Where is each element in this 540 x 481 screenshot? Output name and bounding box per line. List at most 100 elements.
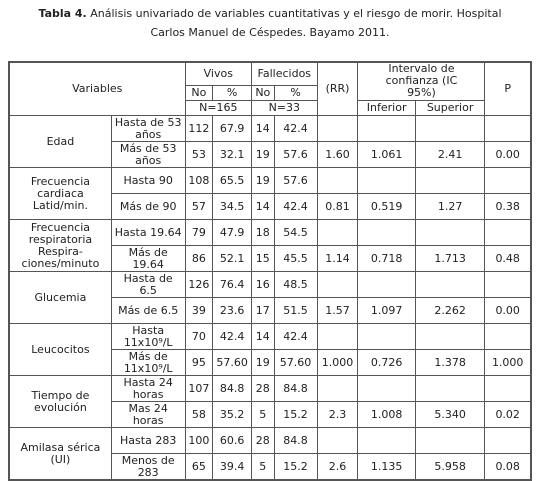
category-cell: Hasta 283 <box>110 427 186 454</box>
value-cell: 84.8 <box>273 375 318 402</box>
value-cell: 126 <box>184 271 214 298</box>
value-cell: 1.000 <box>316 349 359 376</box>
value-cell: 0.81 <box>316 193 359 220</box>
value-cell: 1.000 <box>484 349 532 376</box>
header-cell: N=33 <box>251 100 318 116</box>
row: Amilasa sérica (UI) Hasta 283 100 60.6 28 84.… <box>8 427 532 481</box>
caption-label: Tabla 4. <box>38 7 87 20</box>
category-cell: Hasta de 53 años <box>110 115 186 142</box>
value-cell: 23.6 <box>212 297 253 324</box>
value-cell: 60.6 <box>212 427 253 454</box>
row: Leucocitos Hasta 11x10⁹/L 70 42.4 14 42.4 <box>8 323 532 376</box>
value-cell: 42.4 <box>273 193 318 220</box>
value-cell: 0.00 <box>484 141 532 168</box>
value-cell: 1.57 <box>316 297 359 324</box>
value-cell: 1.14 <box>316 245 359 272</box>
value-cell: 108 <box>184 167 214 194</box>
table: Variables Vivos Fallecidos (RR) Interval… <box>8 61 532 481</box>
empty-cell <box>316 323 359 350</box>
empty-cell <box>316 219 359 246</box>
row: Edad Hasta de 53 años 112 67.9 14 42.4 <box>8 115 532 168</box>
value-cell: 107 <box>184 375 214 402</box>
variable-cell: Amilasa sérica (UI) <box>8 427 112 481</box>
empty-cell <box>484 375 532 402</box>
value-cell: 54.5 <box>273 219 318 246</box>
value-cell: 79 <box>184 219 214 246</box>
empty-cell <box>414 271 486 298</box>
empty-cell <box>484 427 532 454</box>
empty-cell <box>357 219 416 246</box>
value-cell: 42.4 <box>273 115 318 142</box>
row: Frecuencia cardiaca Latid/min. Hasta 90 10… <box>8 167 532 220</box>
value-cell: 52.1 <box>212 245 253 272</box>
value-cell: 18 <box>251 219 275 246</box>
header-cell: P <box>484 61 532 116</box>
empty-cell <box>484 219 532 246</box>
value-cell: 5.958 <box>414 453 486 481</box>
value-cell: 2.262 <box>414 297 486 324</box>
empty-cell <box>414 323 486 350</box>
value-cell: 34.5 <box>212 193 253 220</box>
header-cell: No <box>251 85 275 101</box>
category-cell: Más de 19.64 <box>110 245 186 272</box>
header-cell: % <box>273 85 318 101</box>
category-cell: Más de 90 <box>110 193 186 220</box>
header-cell: Fallecidos <box>251 61 318 86</box>
row: Más de 53 años 53 32.1 19 57.6 1.60 1.061 2.41 0… <box>9 141 532 168</box>
empty-cell <box>484 323 532 350</box>
category-cell: Mas 24 horas <box>110 401 186 428</box>
value-cell: 57.6 <box>273 141 318 168</box>
row: Glucemia Hasta de 6.5 126 76.4 16 48.5 <box>8 271 532 324</box>
value-cell: 0.02 <box>484 401 532 428</box>
empty-cell <box>484 271 532 298</box>
empty-cell <box>414 115 486 142</box>
value-cell: 28 <box>251 375 275 402</box>
value-cell: 65.5 <box>212 167 253 194</box>
value-cell: 19 <box>251 167 275 194</box>
value-cell: 1.097 <box>357 297 416 324</box>
value-cell: 32.1 <box>212 141 253 168</box>
value-cell: 39 <box>184 297 214 324</box>
variable-cell: Edad <box>8 115 112 168</box>
value-cell: 84.8 <box>212 375 253 402</box>
variable-cell: Glucemia <box>8 271 112 324</box>
value-cell: 1.061 <box>357 141 416 168</box>
value-cell: 1.713 <box>414 245 486 272</box>
value-cell: 15 <box>251 245 275 272</box>
category-cell: Más de 53 años <box>110 141 186 168</box>
value-cell: 39.4 <box>212 453 253 481</box>
header-cell: (RR) <box>316 61 359 116</box>
header-cell: No <box>184 85 214 101</box>
empty-cell <box>484 115 532 142</box>
value-cell: 86 <box>184 245 214 272</box>
value-cell: 48.5 <box>273 271 318 298</box>
category-cell: Hasta 19.64 <box>110 219 186 246</box>
empty-cell <box>414 219 486 246</box>
value-cell: 57.60 <box>273 349 318 376</box>
value-cell: 47.9 <box>212 219 253 246</box>
value-cell: 0.38 <box>484 193 532 220</box>
value-cell: 15.2 <box>273 453 318 481</box>
header-cell: N=165 <box>184 100 253 116</box>
header-cell: Variables <box>8 61 186 116</box>
row: Más de 6.5 39 23.6 17 51.5 1.57 1.097 2.262 0.00 <box>9 297 532 324</box>
value-cell: 42.4 <box>273 323 318 350</box>
empty-cell <box>484 167 532 194</box>
value-cell: 5.340 <box>414 401 486 428</box>
row: Más de 90 57 34.5 14 42.4 0.81 0.519 1.27 0.38 <box>9 193 532 220</box>
value-cell: 1.135 <box>357 453 416 481</box>
variable-cell: Frecuencia respiratoria Respira-ciones/m… <box>8 219 112 272</box>
empty-cell <box>316 167 359 194</box>
empty-cell <box>414 375 486 402</box>
empty-cell <box>316 427 359 454</box>
empty-cell <box>316 115 359 142</box>
value-cell: 53 <box>184 141 214 168</box>
value-cell: 57.6 <box>273 167 318 194</box>
value-cell: 1.60 <box>316 141 359 168</box>
value-cell: 14 <box>251 115 275 142</box>
category-cell: Más de 6.5 <box>110 297 186 324</box>
header-cell: Intervalo de confianza (IC 95%) <box>357 61 486 101</box>
header-cell: % <box>212 85 253 101</box>
value-cell: 1.27 <box>414 193 486 220</box>
value-cell: 1.008 <box>357 401 416 428</box>
